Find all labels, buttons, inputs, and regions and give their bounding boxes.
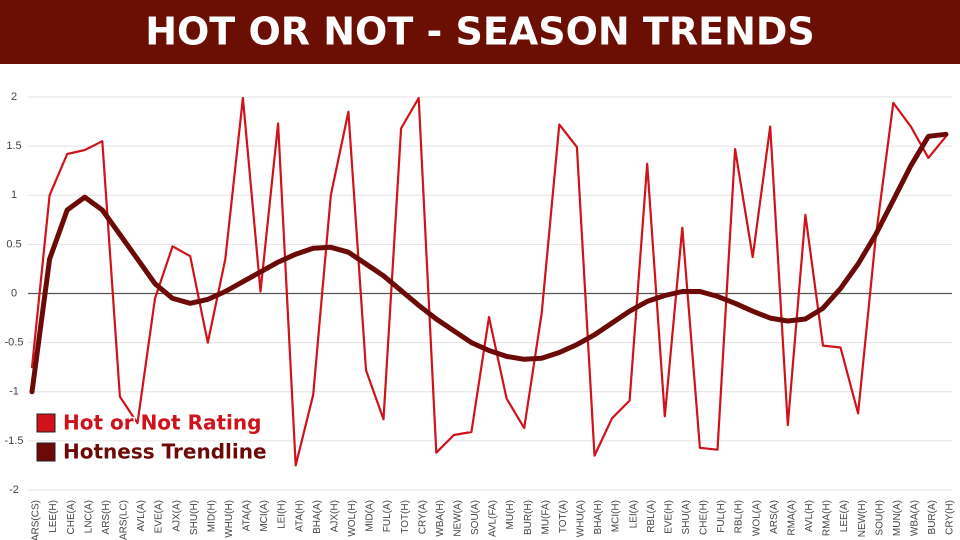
y-tick-label: 2 [11, 91, 17, 103]
x-tick-label: NEW(H) [857, 500, 868, 537]
y-tick-label: 0 [11, 287, 17, 299]
x-tick-label: MUN(A) [892, 500, 903, 536]
x-tick-label: RMA(H) [822, 500, 833, 536]
y-tick-label: 1.5 [6, 140, 21, 152]
x-tick-label: AVL(FA) [488, 500, 499, 537]
legend-label: Hotness Trendline [63, 440, 267, 464]
x-tick-label: LEE(H) [48, 500, 59, 533]
legend-swatch [36, 442, 56, 462]
legend-label: Hot or Not Rating [63, 411, 261, 435]
x-tick-label: ATA(A) [242, 500, 253, 531]
x-tick-label: BUR(H) [523, 500, 534, 535]
x-tick-label: ARS(LC) [119, 500, 130, 540]
x-tick-label: CHE(H) [699, 500, 710, 535]
y-tick-label: -1 [9, 386, 19, 398]
x-tick-label: FUL(A) [382, 500, 393, 532]
x-tick-label: WBA(H) [435, 500, 446, 537]
x-tick-label: LNC(A) [83, 500, 94, 533]
x-tick-label: ARS(H) [101, 500, 112, 534]
legend-swatch [36, 413, 56, 433]
x-tick-label: RMA(A) [786, 500, 797, 536]
title-banner [0, 0, 960, 64]
x-tick-label: WHU(H) [224, 500, 235, 538]
x-tick-label: TOT(A) [558, 500, 569, 533]
x-tick-label: WOL(A) [751, 500, 762, 536]
x-tick-label: MCI(H) [611, 500, 622, 532]
x-tick-label: LEI(A) [628, 500, 639, 528]
x-tick-label: CHE(A) [66, 500, 77, 534]
y-tick-label: 1 [11, 189, 17, 201]
x-tick-label: TOT(H) [400, 500, 411, 534]
x-tick-label: CRY(A) [417, 500, 428, 534]
x-tick-label: WHU(A) [576, 500, 587, 537]
x-tick-label: MU(H) [505, 500, 516, 529]
y-tick-label: -1.5 [5, 435, 24, 447]
x-tick-label: RBL(H) [734, 500, 745, 533]
x-tick-label: EVE(A) [154, 500, 165, 533]
x-tick-label: RBL(A) [646, 500, 657, 533]
x-tick-label: AJX(A) [171, 500, 182, 532]
x-tick-label: BHA(A) [312, 500, 323, 534]
x-tick-label: SOU(H) [874, 500, 885, 536]
x-tick-label: SHU(H) [189, 500, 200, 535]
x-tick-label: BUR(A) [927, 500, 938, 534]
x-tick-label: AJX(H) [329, 500, 340, 532]
chart-title: HOT OR NOT - SEASON TRENDS [145, 10, 815, 54]
x-tick-label: CRY(H) [945, 500, 956, 535]
x-tick-label: WBA(A) [909, 500, 920, 536]
x-tick-label: EVE(H) [663, 500, 674, 534]
x-tick-label: BHA(H) [593, 500, 604, 534]
y-tick-label: -2 [9, 484, 19, 496]
x-tick-label: ARS(A) [769, 500, 780, 534]
x-tick-label: WOL(H) [347, 500, 358, 537]
x-tick-label: NEW(A) [452, 500, 463, 537]
x-tick-label: MID(A) [365, 500, 376, 532]
y-tick-label: 0.5 [6, 238, 21, 250]
y-tick-label: -0.5 [5, 337, 24, 349]
series-line [30, 96, 948, 467]
x-tick-label: MCI(A) [259, 500, 270, 532]
x-tick-label: LEI(H) [277, 500, 288, 529]
series-line [29, 131, 949, 395]
x-tick-label: MID(H) [206, 500, 217, 532]
x-tick-label: AVL(A) [136, 500, 147, 532]
x-tick-label: AVL(H) [804, 500, 815, 532]
x-tick-label: MU(FA) [540, 500, 551, 534]
x-tick-label: ARS(CS) [31, 500, 42, 540]
x-tick-label: SHU(A) [681, 500, 692, 534]
x-tick-label: FUL(H) [716, 500, 727, 533]
x-tick-label: LEE(A) [839, 500, 850, 532]
x-tick-label: ATA(H) [294, 500, 305, 532]
x-tick-label: SOU(A) [470, 500, 481, 535]
